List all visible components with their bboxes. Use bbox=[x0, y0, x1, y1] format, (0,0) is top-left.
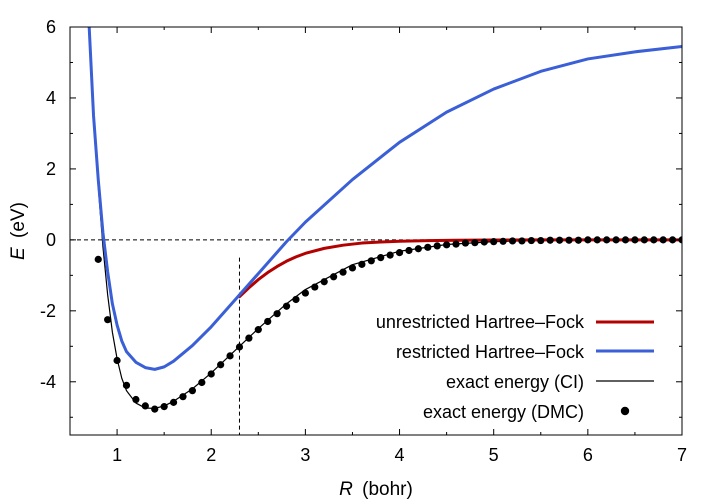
reference-lines bbox=[70, 239, 682, 435]
legend-label-dmc: exact energy (DMC) bbox=[423, 402, 584, 422]
dmc-point bbox=[292, 295, 300, 304]
x-tick-label: 7 bbox=[677, 445, 687, 465]
series-layer bbox=[87, 27, 682, 413]
dmc-point bbox=[603, 236, 611, 244]
y-tick-label: -2 bbox=[40, 301, 56, 321]
dmc-point bbox=[188, 387, 196, 395]
plot-frame bbox=[69, 26, 683, 436]
dmc-point bbox=[104, 316, 112, 324]
dmc-point bbox=[650, 236, 658, 244]
dmc-point bbox=[405, 246, 413, 255]
legend-label-rhf: restricted Hartree–Fock bbox=[396, 342, 585, 362]
y-tick-label: 6 bbox=[46, 17, 56, 37]
x-tick-label: 3 bbox=[300, 445, 310, 465]
dmc-point bbox=[358, 260, 366, 268]
dmc-point bbox=[169, 398, 178, 406]
dmc-point bbox=[424, 243, 432, 251]
series-uhf-line bbox=[237, 238, 682, 299]
x-tick-label: 4 bbox=[395, 445, 405, 465]
dmc-point bbox=[141, 402, 149, 410]
dmc-point bbox=[254, 326, 262, 334]
dmc-point bbox=[377, 254, 385, 262]
y-axis-symbol: E bbox=[8, 247, 29, 260]
dmc-point bbox=[593, 236, 601, 244]
dmc-point bbox=[537, 236, 545, 245]
dmc-point bbox=[480, 238, 488, 246]
dmc-point bbox=[160, 403, 168, 411]
dmc-point bbox=[330, 273, 338, 281]
dmc-point bbox=[386, 251, 394, 259]
dmc-point bbox=[612, 236, 620, 244]
dmc-point bbox=[395, 249, 404, 257]
dmc-point bbox=[113, 356, 121, 365]
axis-ticks: 1 2 3 4 5 6 7 -4 -2 0 2 4 6 bbox=[40, 17, 687, 465]
dmc-point bbox=[320, 278, 328, 286]
dmc-point bbox=[414, 245, 422, 253]
legend: unrestricted Hartree–Fock restricted Har… bbox=[376, 312, 654, 422]
x-tick-label: 1 bbox=[112, 445, 122, 465]
dmc-point bbox=[273, 310, 281, 318]
dmc-point bbox=[461, 239, 470, 247]
dmc-point bbox=[367, 257, 375, 265]
dmc-point bbox=[565, 236, 573, 244]
y-tick-label: 2 bbox=[46, 159, 56, 179]
dmc-point bbox=[226, 352, 234, 360]
dmc-point bbox=[264, 317, 272, 326]
y-axis-unit: (eV) bbox=[8, 202, 29, 238]
dmc-point bbox=[546, 236, 554, 244]
y-tick-label: 0 bbox=[46, 230, 56, 250]
dmc-point bbox=[556, 236, 564, 244]
dmc-point bbox=[94, 255, 102, 263]
dmc-point bbox=[527, 236, 535, 245]
y-tick-label: 4 bbox=[46, 88, 56, 108]
dmc-point bbox=[631, 236, 639, 244]
dmc-point bbox=[490, 238, 498, 246]
dmc-point bbox=[132, 395, 140, 404]
dmc-point bbox=[499, 237, 507, 245]
dmc-point bbox=[348, 264, 357, 272]
dmc-point bbox=[207, 370, 215, 378]
x-axis-symbol: R bbox=[339, 479, 353, 500]
legend-swatch-dmc bbox=[620, 406, 630, 416]
dmc-point bbox=[235, 343, 244, 351]
dmc-point bbox=[301, 289, 309, 297]
dmc-point bbox=[245, 334, 253, 342]
dmc-point bbox=[452, 240, 460, 248]
dmc-point bbox=[311, 283, 319, 291]
dmc-point bbox=[179, 393, 187, 401]
series-ci-line bbox=[88, 27, 682, 409]
x-axis-unit: (bohr) bbox=[362, 479, 413, 500]
dmc-point bbox=[574, 236, 583, 244]
dmc-point bbox=[508, 237, 517, 245]
legend-label-uhf: unrestricted Hartree–Fock bbox=[376, 312, 585, 332]
x-tick-label: 2 bbox=[206, 445, 216, 465]
series-rhf-line bbox=[87, 27, 682, 371]
series-dmc-markers bbox=[94, 236, 682, 413]
dmc-point bbox=[621, 236, 630, 244]
dmc-point bbox=[339, 268, 347, 276]
dmc-point bbox=[443, 241, 451, 249]
dmc-point bbox=[198, 378, 206, 387]
dmc-point bbox=[518, 237, 526, 245]
dmc-point bbox=[584, 236, 592, 244]
dmc-point bbox=[122, 381, 131, 389]
dmc-point bbox=[282, 302, 291, 310]
legend-label-ci: exact energy (CI) bbox=[446, 372, 584, 392]
x-tick-label: 5 bbox=[489, 445, 499, 465]
dmc-point bbox=[151, 405, 159, 413]
dmc-point bbox=[659, 236, 667, 244]
dmc-point bbox=[471, 239, 479, 247]
dmc-point bbox=[433, 242, 441, 250]
y-tick-label: -4 bbox=[40, 372, 56, 392]
y-axis-label: E (eV) bbox=[8, 202, 29, 260]
dmc-point bbox=[217, 361, 225, 369]
x-axis-label: R (bohr) bbox=[339, 479, 413, 500]
dmc-point bbox=[668, 236, 677, 244]
dmc-point bbox=[640, 236, 648, 244]
x-tick-label: 6 bbox=[583, 445, 593, 465]
